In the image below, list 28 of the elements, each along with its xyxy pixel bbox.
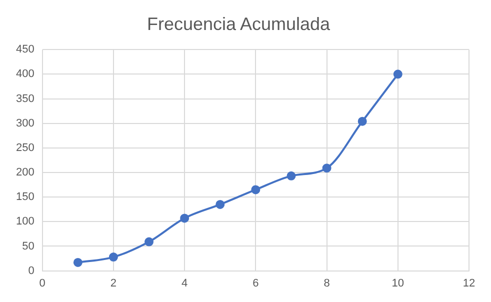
point <box>108 252 118 262</box>
x-tick-label: 4 <box>182 277 188 290</box>
x-tick-label: 2 <box>110 277 117 290</box>
y-tick-label: 150 <box>16 191 34 204</box>
y-tick-label: 450 <box>16 44 34 56</box>
point <box>144 237 154 246</box>
y-tick-label: 300 <box>16 117 34 130</box>
y-tick-label: 400 <box>16 68 34 80</box>
x-tick-label: 12 <box>462 277 476 290</box>
y-tick-label: 0 <box>28 264 34 277</box>
point <box>393 70 402 79</box>
y-tick-label: 200 <box>16 166 34 179</box>
point <box>322 164 332 173</box>
point <box>286 171 296 180</box>
y-tick-label: 100 <box>16 216 34 228</box>
point <box>73 258 82 267</box>
x-tick-label: 10 <box>392 277 404 290</box>
point <box>180 214 190 223</box>
x-tick-label: 6 <box>252 277 259 290</box>
point <box>358 116 367 126</box>
y-tick-label: 50 <box>22 240 34 252</box>
x-tick-label: 0 <box>39 277 46 290</box>
chart-title: Frecuencia Acumulada <box>146 14 332 34</box>
y-tick-label: 250 <box>16 142 34 154</box>
point <box>251 185 260 194</box>
x-tick-label: 8 <box>324 277 330 290</box>
y-tick-label: 350 <box>16 92 34 105</box>
point <box>216 200 225 209</box>
